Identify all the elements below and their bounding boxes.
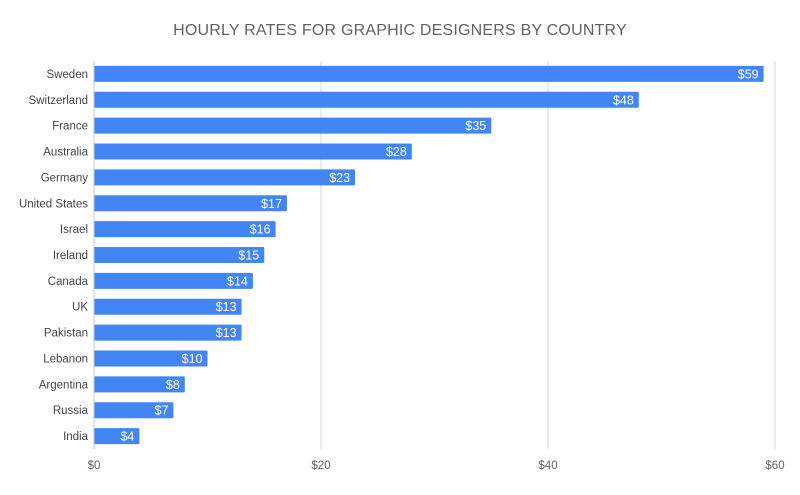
x-tick-label: $0 [88, 460, 101, 472]
category-label: Argentina [39, 379, 89, 391]
x-tick-label: $60 [765, 460, 784, 472]
data-label: $8 [166, 378, 180, 392]
bar [94, 350, 208, 367]
bar [94, 169, 356, 186]
chart-title: HOURLY RATES FOR GRAPHIC DESIGNERS BY CO… [173, 22, 627, 39]
bar [94, 117, 492, 134]
category-label: Russia [53, 405, 89, 417]
bar [94, 247, 265, 263]
bar [94, 272, 253, 289]
bar [94, 195, 287, 212]
data-label: $4 [120, 430, 134, 444]
category-label: Lebanon [43, 353, 88, 365]
data-label: $16 [250, 223, 271, 237]
category-label: Switzerland [29, 95, 88, 107]
data-label: $15 [238, 249, 259, 263]
category-label: UK [72, 302, 88, 314]
category-label: France [52, 121, 88, 133]
category-label: United States [19, 198, 88, 210]
category-label: Pakistan [44, 328, 88, 340]
data-label: $23 [329, 171, 350, 185]
category-label: Canada [48, 276, 89, 288]
bar [94, 428, 140, 445]
bar [94, 376, 185, 393]
data-label: $13 [216, 326, 237, 340]
data-label: $10 [182, 352, 203, 366]
bar [94, 91, 639, 108]
category-label: Israel [60, 224, 88, 236]
data-label: $59 [738, 67, 759, 81]
bar [94, 324, 242, 341]
bar [94, 402, 174, 419]
data-label: $7 [155, 404, 169, 418]
data-label: $28 [386, 145, 407, 159]
data-label: $35 [465, 119, 486, 133]
category-label: Australia [43, 147, 88, 159]
category-label: Germany [41, 172, 89, 184]
bar [94, 65, 764, 82]
data-label: $48 [613, 93, 634, 107]
bar [94, 298, 242, 315]
bar [94, 143, 412, 160]
data-label: $17 [261, 197, 282, 211]
category-label: Ireland [53, 250, 88, 262]
bar [94, 221, 276, 238]
data-label: $13 [216, 300, 237, 314]
data-label: $14 [227, 274, 248, 288]
x-tick-label: $20 [311, 460, 330, 472]
category-label: India [63, 431, 89, 443]
x-tick-label: $40 [538, 460, 557, 472]
category-label: Sweden [46, 69, 88, 81]
